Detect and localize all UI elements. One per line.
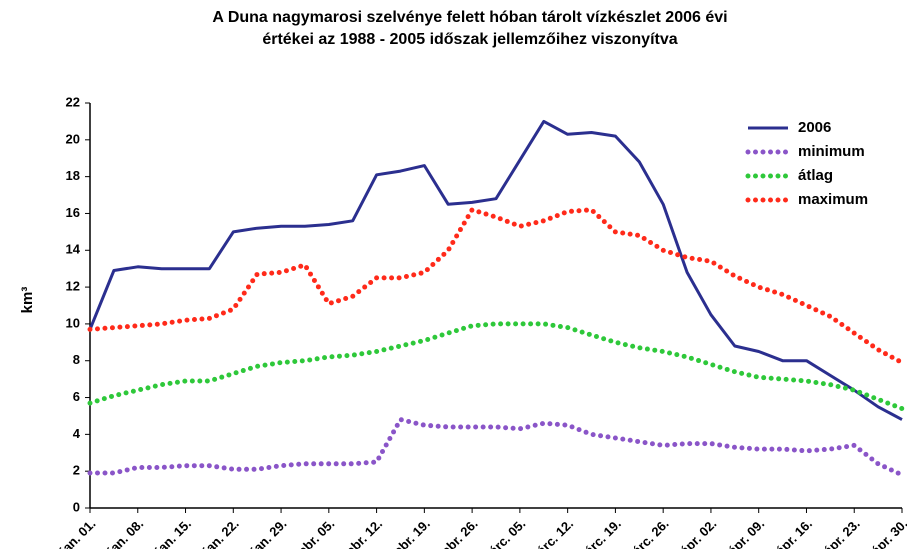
y-tick-label: 10: [66, 315, 80, 330]
legend-label: átlag: [798, 167, 833, 184]
x-tick-label: febr. 26.: [435, 516, 480, 549]
legend-label: minimum: [798, 143, 865, 160]
y-tick-label: 0: [73, 499, 80, 514]
series-line: [87, 416, 905, 478]
y-axis-label: km³: [19, 287, 36, 314]
chart-title: értékei az 1988 - 2005 időszak jellemzői…: [262, 31, 677, 48]
x-tick-label: ápr. 16.: [773, 516, 815, 549]
chart-title: A Duna nagymarosi szelvénye felett hóban…: [212, 9, 727, 26]
y-tick-label: 20: [66, 131, 80, 146]
y-tick-label: 16: [66, 205, 80, 220]
x-tick-label: márc. 19.: [573, 516, 623, 549]
y-tick-label: 12: [66, 279, 80, 294]
x-tick-label: jan. 15.: [152, 516, 194, 549]
y-tick-label: 22: [66, 94, 80, 109]
y-tick-label: 18: [66, 168, 80, 183]
legend-label: 2006: [798, 119, 831, 136]
x-tick-label: márc. 05.: [478, 516, 528, 549]
series-line: [88, 119, 903, 421]
legend-label: maximum: [798, 191, 868, 208]
x-tick-label: márc. 12.: [526, 516, 576, 549]
x-tick-label: jan. 08.: [104, 516, 146, 549]
x-tick-label: ápr. 23.: [820, 516, 862, 549]
x-tick-label: ápr. 30.: [868, 516, 907, 549]
x-tick-label: febr. 05.: [292, 516, 337, 549]
x-tick-label: jan. 01.: [56, 516, 98, 549]
y-tick-label: 14: [66, 242, 81, 257]
x-tick-label: febr. 12.: [340, 516, 385, 549]
x-tick-label: jan. 22.: [199, 516, 241, 549]
x-tick-label: ápr. 02.: [677, 516, 719, 549]
x-tick-label: márc. 26.: [621, 516, 671, 549]
y-tick-label: 4: [73, 426, 81, 441]
series-line: [87, 206, 905, 366]
x-tick-label: ápr. 09.: [725, 516, 767, 549]
y-tick-label: 6: [73, 389, 80, 404]
y-tick-label: 8: [73, 352, 80, 367]
series-line: [87, 321, 905, 412]
y-tick-label: 2: [73, 463, 80, 478]
x-tick-label: febr. 19.: [388, 516, 433, 549]
x-tick-label: jan. 29.: [247, 516, 289, 549]
